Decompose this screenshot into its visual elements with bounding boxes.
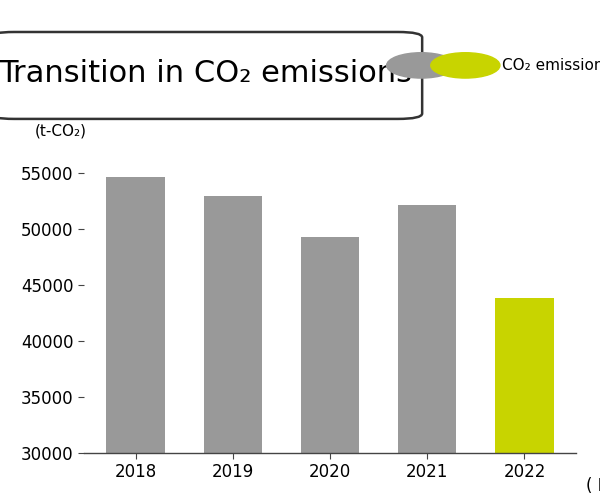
Circle shape [386,53,456,78]
Bar [301,237,359,503]
FancyBboxPatch shape [0,32,422,119]
Bar [398,205,457,503]
Text: CO₂ emissions: CO₂ emissions [502,58,600,73]
Bar [106,177,165,503]
Text: Transition in CO₂ emissions: Transition in CO₂ emissions [0,59,412,88]
Text: (t-CO₂): (t-CO₂) [35,124,87,139]
Bar [203,196,262,503]
Text: ( FY ): ( FY ) [586,477,600,495]
Circle shape [431,53,500,78]
Bar [495,298,554,503]
